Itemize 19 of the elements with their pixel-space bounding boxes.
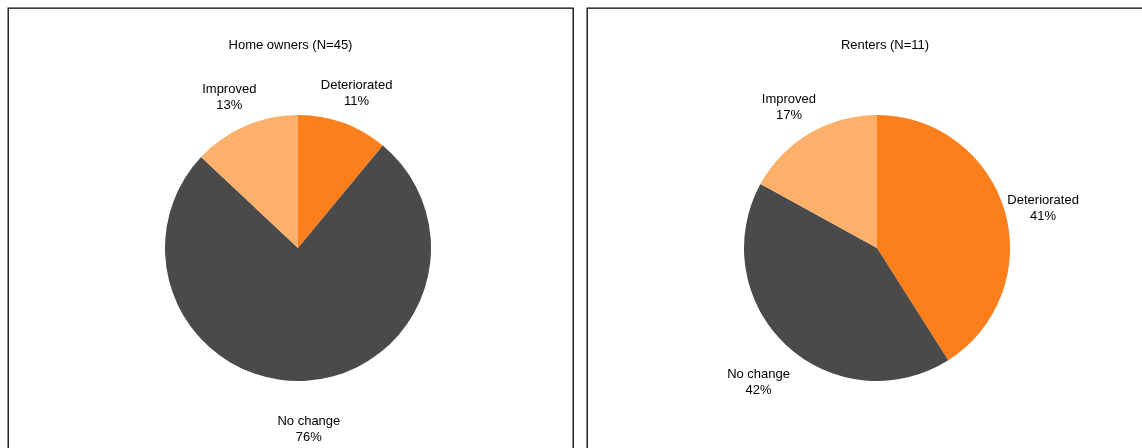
slice-label: No change xyxy=(277,412,341,428)
data-label: 41% xyxy=(1030,207,1057,223)
data-label: 17% xyxy=(775,107,803,123)
pie-slice xyxy=(165,145,431,381)
slice-label: Deteriorated xyxy=(320,77,393,93)
data-label: 13% xyxy=(216,97,243,113)
slice-label: No change xyxy=(727,366,791,382)
chart-title: Renters (N=11) xyxy=(840,37,930,52)
slice-label: Improved xyxy=(202,81,257,97)
pie-slice xyxy=(744,183,949,381)
data-label: 42% xyxy=(745,382,773,398)
chart-title: Home owners (N=45) xyxy=(228,37,353,52)
data-label: 11% xyxy=(344,93,370,109)
pie-slice xyxy=(877,115,1010,361)
slice-label: Deteriorated xyxy=(1007,191,1079,207)
slice-label: Improved xyxy=(761,91,817,107)
data-label: 76% xyxy=(295,428,323,444)
pie-slice xyxy=(298,115,383,248)
pie-slice xyxy=(201,115,298,248)
